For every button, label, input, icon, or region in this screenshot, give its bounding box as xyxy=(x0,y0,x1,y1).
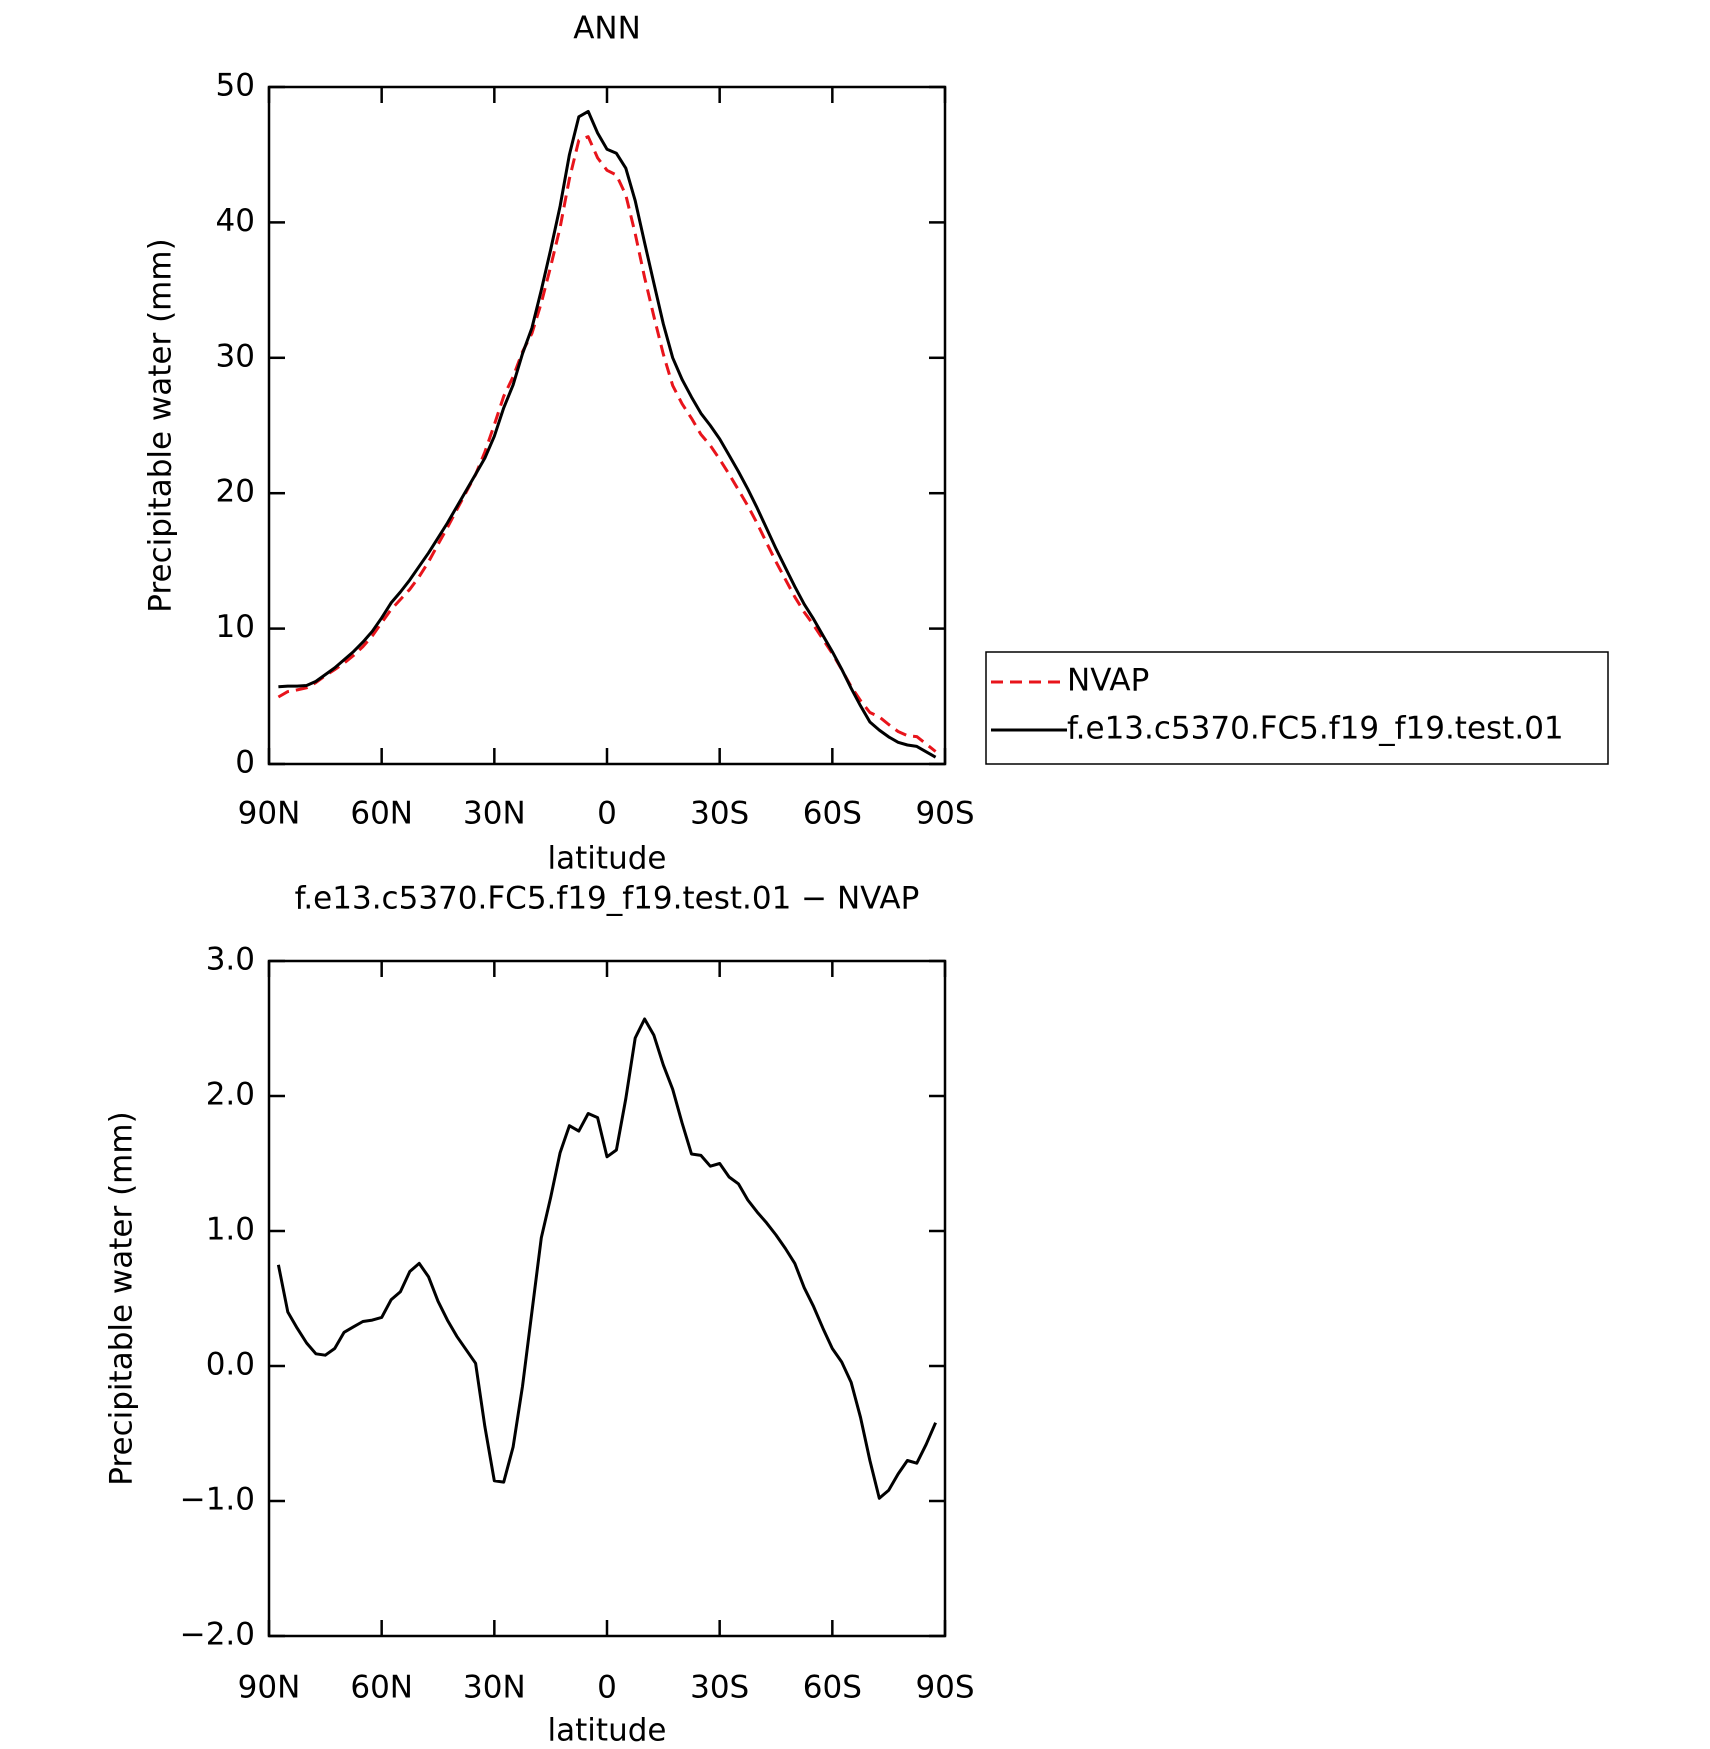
plot-frame xyxy=(267,85,947,766)
x-tick-label: 30N xyxy=(463,1670,526,1706)
y-tick-label: 30 xyxy=(216,338,255,374)
y-tick-label: −2.0 xyxy=(180,1617,255,1653)
x-tick-label: 30S xyxy=(690,1670,749,1706)
legend-box xyxy=(985,651,1609,765)
x-tick-label: 0 xyxy=(597,1670,617,1706)
legend-label: f.e13.c5370.FC5.f19_f19.test.01 xyxy=(1067,711,1564,747)
y-axis-label: Precipitable water (mm) xyxy=(143,238,179,612)
y-tick-label: 50 xyxy=(216,68,255,104)
chart-title: f.e13.c5370.FC5.f19_f19.test.01 − NVAP xyxy=(295,881,920,917)
plot-frame xyxy=(267,959,947,1638)
plot: ANN latitude Precipitable water (mm) 90N 60N… xyxy=(143,11,975,877)
x-tick-label: 90S xyxy=(915,796,974,832)
x-tick-label: 60S xyxy=(803,796,862,832)
x-axis-label: latitude xyxy=(548,1713,667,1746)
x-tick-label: 0 xyxy=(597,796,617,832)
x-tick-label: 60N xyxy=(350,796,413,832)
series-line xyxy=(278,109,937,759)
chart-title: ANN xyxy=(573,11,641,47)
x-tick-label: 60S xyxy=(803,1670,862,1706)
y-axis-label: Precipitable water (mm) xyxy=(104,1111,140,1485)
series-line xyxy=(276,1017,937,1500)
x-tick-label: 90N xyxy=(238,1670,301,1706)
y-tick-label: 0 xyxy=(235,745,255,781)
x-axis-label: latitude xyxy=(548,841,667,877)
y-tick-label: 0.0 xyxy=(206,1347,255,1383)
y-tick-label: 10 xyxy=(216,609,255,645)
legend-label: NVAP xyxy=(1067,663,1149,699)
legend: NVAP f.e13.c5370.FC5.f19_f19.test.01 xyxy=(985,651,1609,765)
y-tick-label: 20 xyxy=(216,474,255,510)
y-tick-label: 40 xyxy=(216,203,255,239)
y-tick-label: 3.0 xyxy=(206,942,255,978)
plot: f.e13.c5370.FC5.f19_f19.test.01 − NVAP la… xyxy=(104,881,975,1749)
x-tick-label: 60N xyxy=(350,1670,413,1706)
x-tick-label: 30S xyxy=(690,796,749,832)
y-tick-label: 2.0 xyxy=(206,1077,255,1113)
x-tick-label: 90N xyxy=(238,796,301,832)
y-tick-label: −1.0 xyxy=(180,1482,255,1518)
y-tick-label: 1.0 xyxy=(206,1212,255,1248)
series-line xyxy=(277,135,937,753)
x-tick-label: 30N xyxy=(463,796,526,832)
x-tick-label: 90S xyxy=(915,1670,974,1706)
